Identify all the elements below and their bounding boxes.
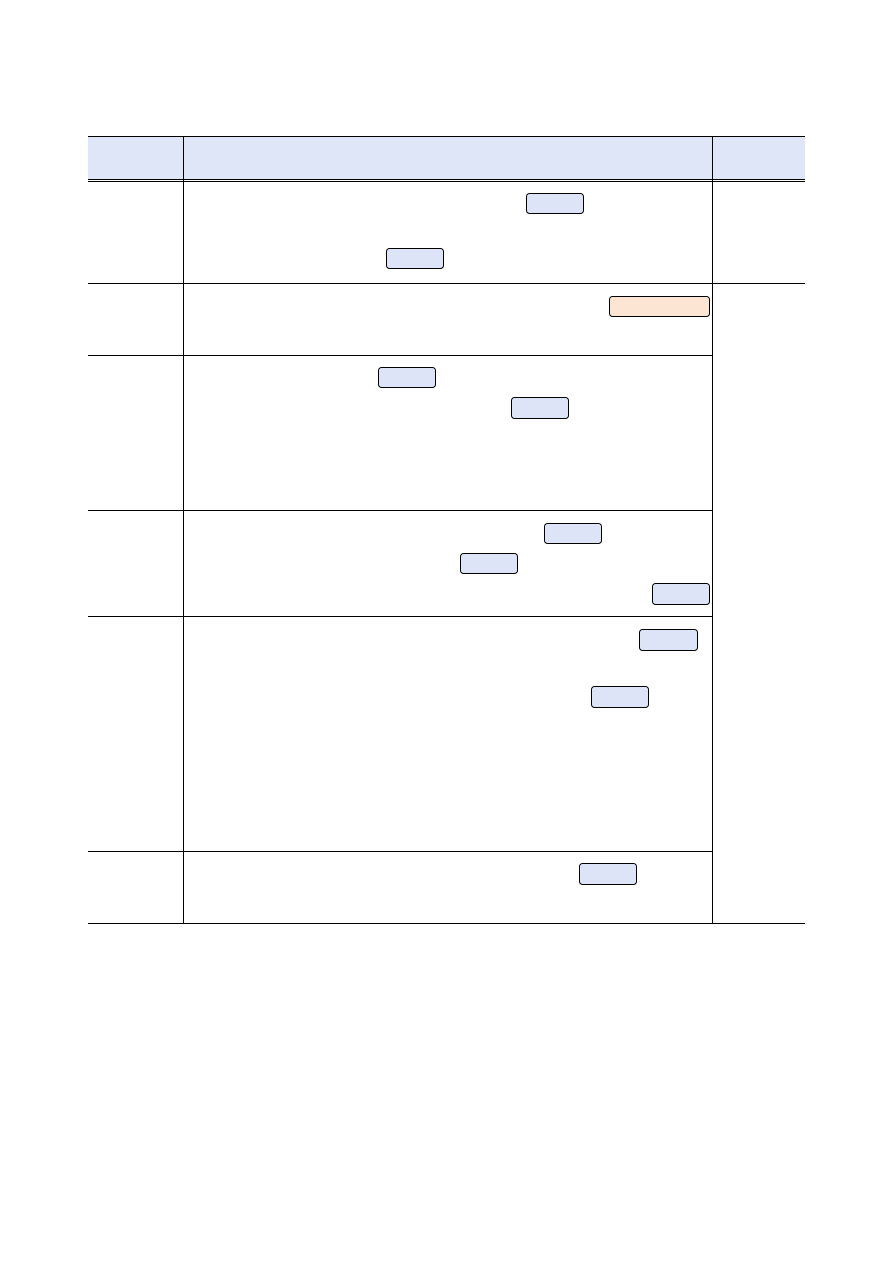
- button[interactable]: [386, 248, 444, 269]
- button[interactable]: [579, 863, 637, 885]
- button[interactable]: [544, 523, 602, 544]
- table-header: [88, 137, 805, 179]
- button[interactable]: [378, 367, 436, 388]
- button[interactable]: [511, 397, 569, 419]
- button[interactable]: [652, 583, 710, 605]
- button[interactable]: [609, 296, 710, 317]
- button[interactable]: [591, 686, 649, 708]
- button[interactable]: [639, 629, 698, 651]
- button[interactable]: [526, 193, 584, 214]
- button[interactable]: [460, 553, 518, 574]
